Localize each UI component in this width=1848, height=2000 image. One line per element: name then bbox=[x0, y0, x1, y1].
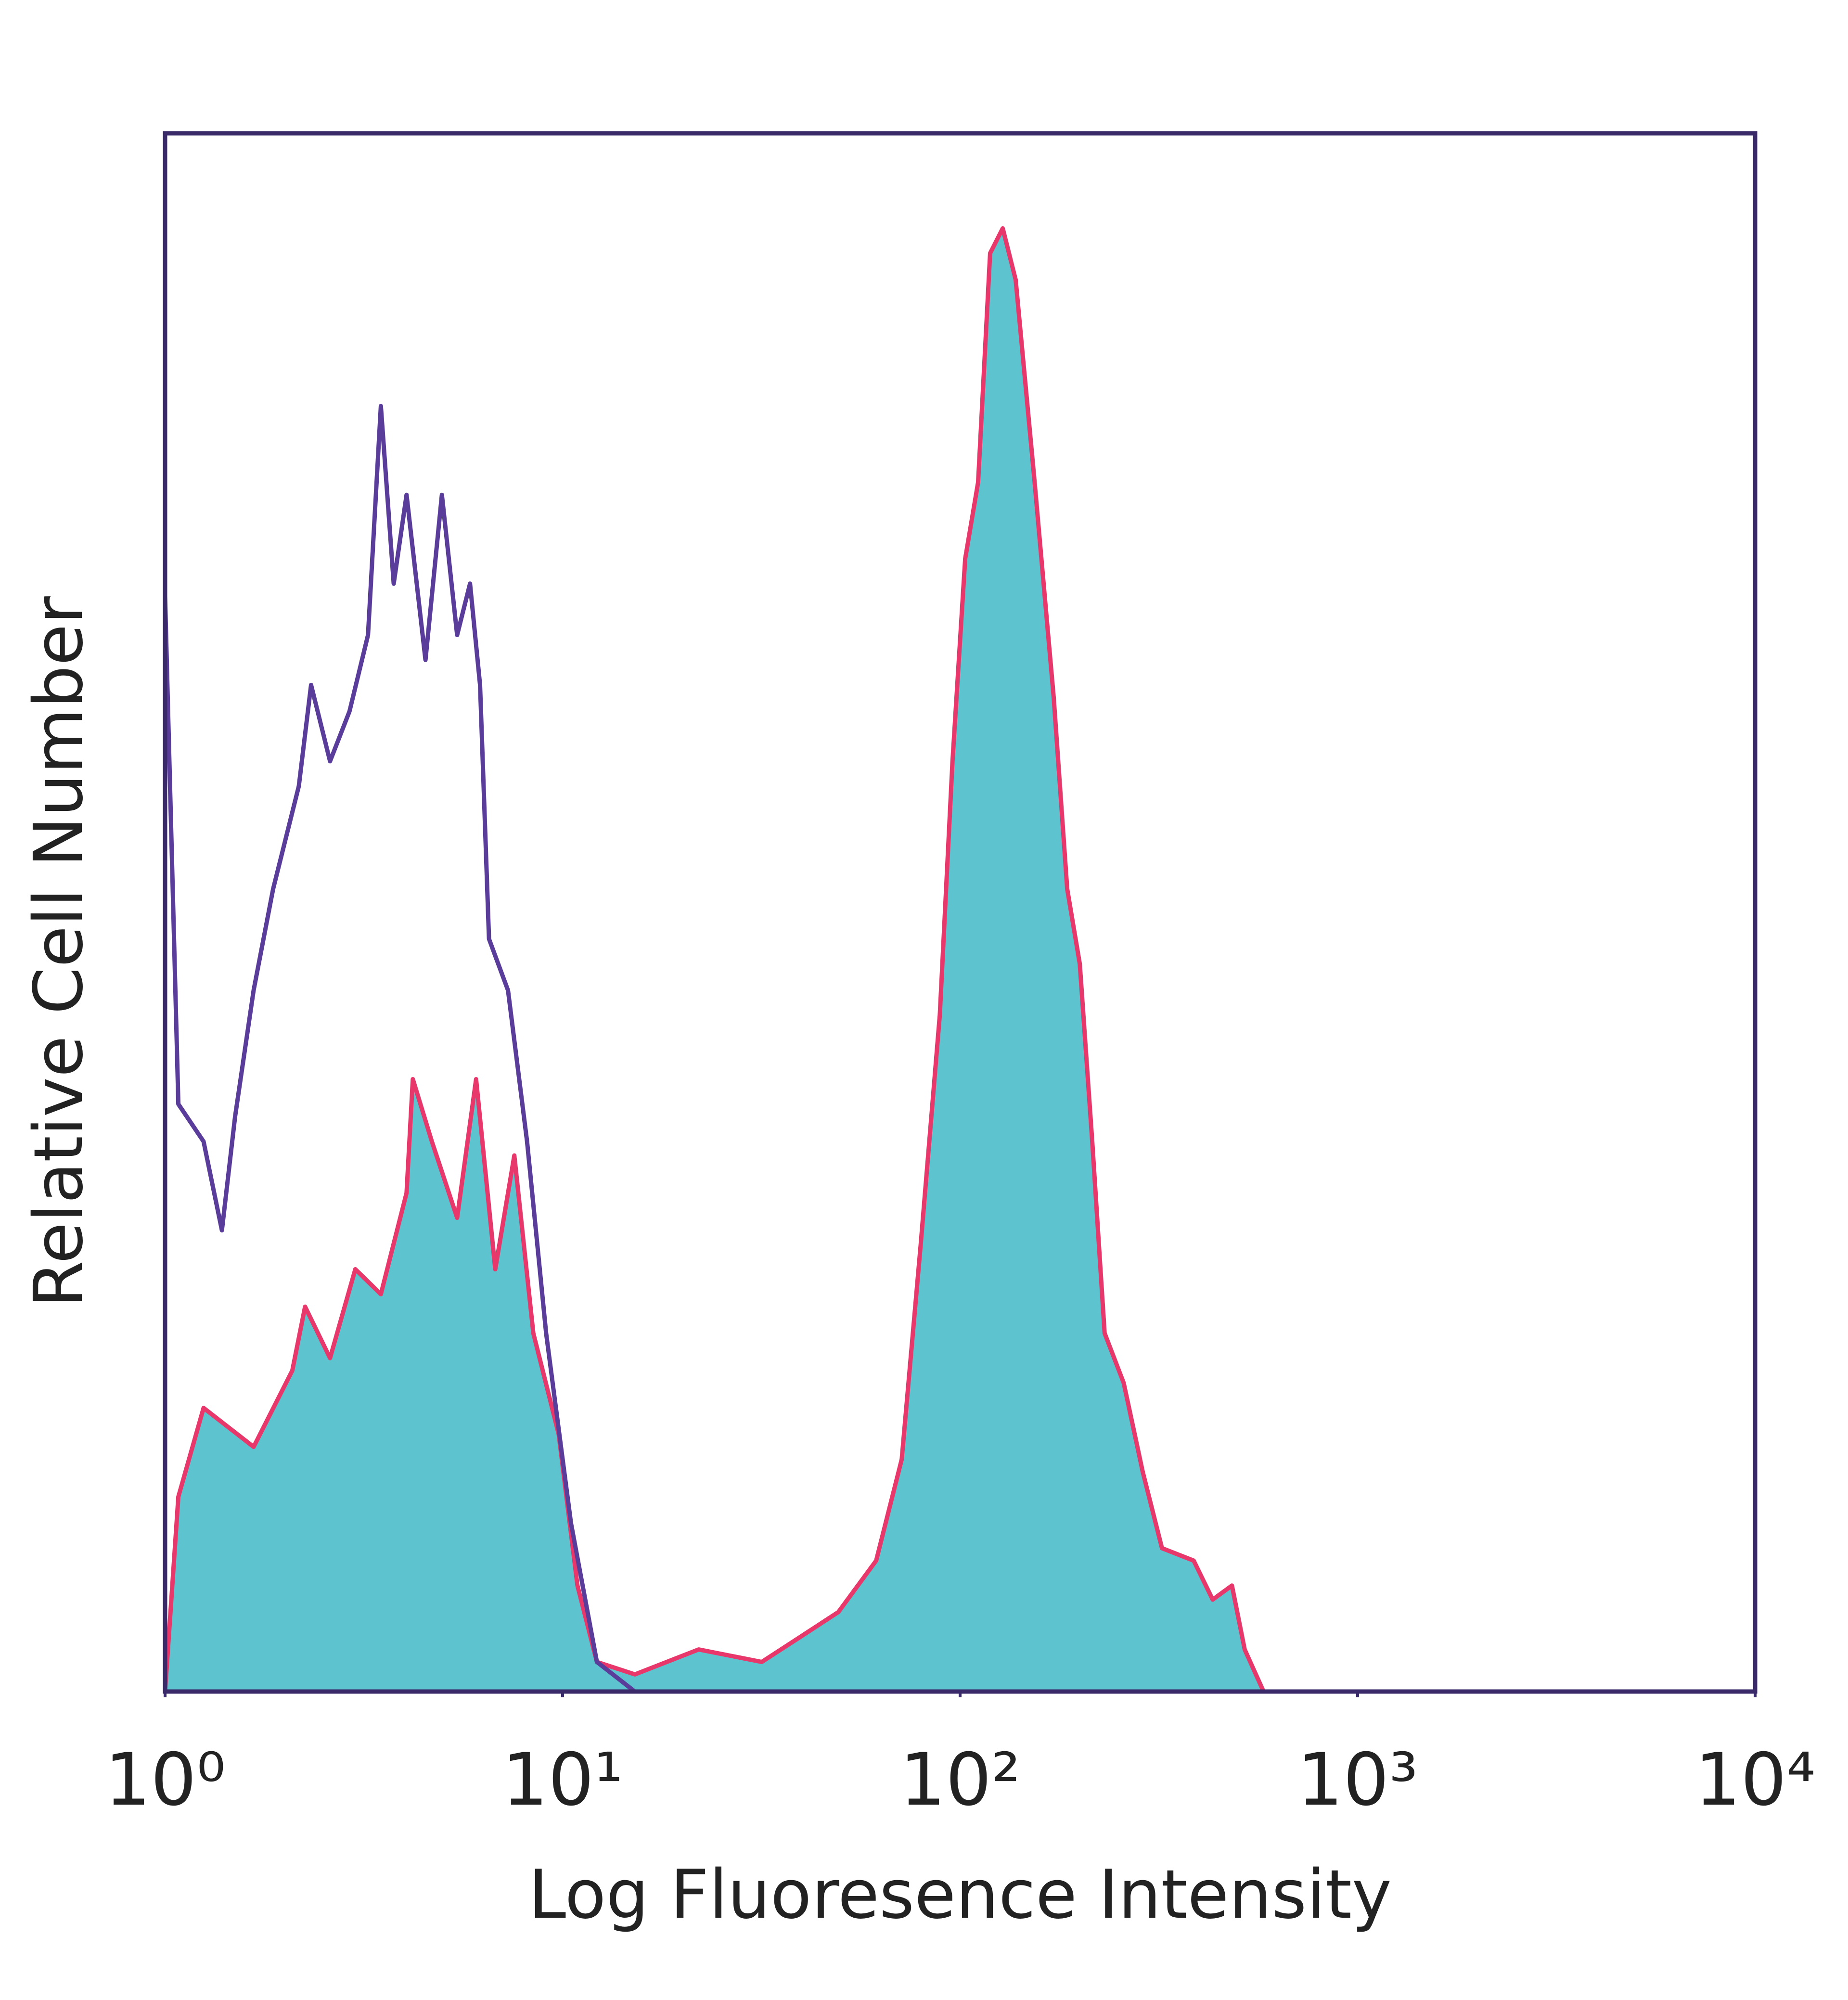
x-tick-label: 10⁴ bbox=[1694, 1738, 1815, 1822]
y-axis-label: Relative Cell Number bbox=[20, 596, 98, 1308]
histogram-line bbox=[163, 226, 1266, 1692]
x-tick-label: 10⁰ bbox=[104, 1738, 225, 1822]
x-tick-label: 10¹ bbox=[502, 1738, 623, 1822]
histogram-area bbox=[165, 228, 1264, 1692]
x-axis-label: Log Fluoresence Intensity bbox=[528, 1856, 1392, 1934]
x-tick-label: 10³ bbox=[1297, 1738, 1418, 1822]
histogram-line bbox=[163, 404, 636, 1693]
x-tick-label: 10² bbox=[899, 1738, 1020, 1822]
